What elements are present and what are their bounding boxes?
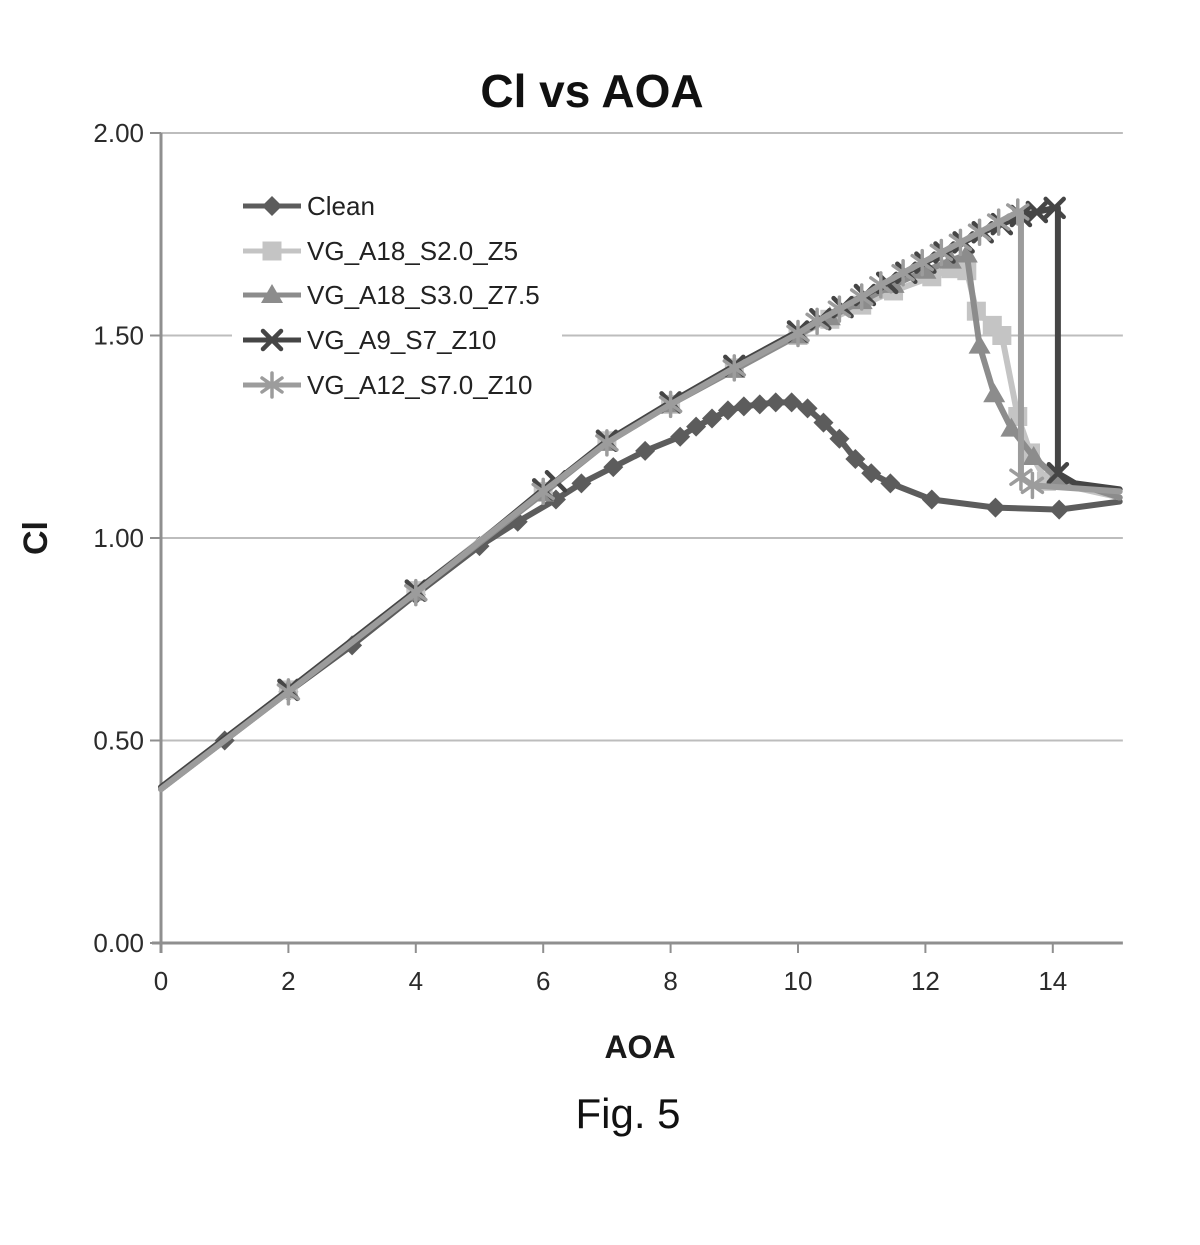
legend-item-VG_A12_S7.0_Z10: VG_A12_S7.0_Z10 bbox=[243, 370, 533, 400]
asterisk-marker bbox=[404, 578, 428, 607]
triangle-marker bbox=[914, 259, 937, 279]
asterisk-marker bbox=[260, 371, 284, 399]
diamond-marker bbox=[781, 392, 802, 413]
triangle-marker bbox=[983, 383, 1006, 403]
diamond-marker bbox=[765, 392, 786, 413]
y-tick-label: 1.00 bbox=[93, 523, 144, 553]
x-tick-label: 8 bbox=[663, 966, 677, 996]
diamond-marker bbox=[717, 400, 738, 421]
triangle-marker bbox=[261, 284, 283, 303]
asterisk-marker bbox=[722, 354, 747, 382]
asterisk-marker bbox=[276, 678, 301, 706]
asterisk-marker bbox=[986, 208, 1011, 236]
triangle-marker bbox=[1000, 417, 1023, 437]
series-Clean bbox=[158, 392, 1123, 793]
diamond-marker bbox=[635, 440, 656, 461]
x-marker bbox=[260, 328, 284, 352]
diamond-marker bbox=[571, 473, 592, 494]
x-tick-label: 12 bbox=[911, 966, 940, 996]
diamond-marker bbox=[880, 473, 901, 494]
asterisk-marker bbox=[805, 307, 829, 336]
chart-title: Cl vs AOA bbox=[480, 65, 703, 117]
legend-item-Clean: Clean bbox=[243, 191, 375, 221]
legend-label: VG_A18_S3.0_Z7.5 bbox=[307, 280, 540, 310]
legend-item-VG_A18_S2.0_Z5: VG_A18_S2.0_Z5 bbox=[243, 236, 518, 266]
triangle-marker bbox=[955, 243, 978, 263]
series-line bbox=[158, 399, 1123, 793]
x-tick-label: 10 bbox=[784, 966, 813, 996]
asterisk-marker bbox=[531, 477, 555, 506]
diamond-marker bbox=[733, 396, 754, 417]
tick-labels: 0.00 0.50 1.00 1.50 2.00 0 2 4 6 8 10 12 14 bbox=[93, 118, 1067, 996]
legend-item-VG_A9_S7_Z10: VG_A9_S7_Z10 bbox=[243, 325, 496, 355]
asterisk-marker bbox=[786, 319, 810, 348]
y-tick-label: 0.00 bbox=[93, 928, 144, 958]
y-tick-label: 1.50 bbox=[93, 321, 144, 351]
asterisk-marker bbox=[910, 248, 934, 277]
diamond-marker bbox=[749, 394, 770, 415]
diamond-marker bbox=[921, 489, 942, 510]
asterisk-marker bbox=[869, 271, 893, 299]
series-VG_A12_S7.0_Z10 bbox=[158, 198, 1123, 793]
y-tick-label: 2.00 bbox=[93, 118, 144, 148]
y-tick-label: 0.50 bbox=[93, 726, 144, 756]
x-tick-label: 0 bbox=[154, 966, 168, 996]
asterisk-marker bbox=[849, 283, 874, 311]
diamond-marker bbox=[686, 416, 707, 437]
diamond-marker bbox=[1049, 499, 1070, 520]
x-tick-label: 2 bbox=[281, 966, 295, 996]
diamond-marker bbox=[603, 457, 624, 478]
asterisk-marker bbox=[967, 218, 992, 246]
y-axis-title: Cl bbox=[17, 521, 55, 555]
x-tick-label: 6 bbox=[536, 966, 550, 996]
legend-label: Clean bbox=[307, 191, 375, 221]
legend-item-VG_A18_S3.0_Z7.5: VG_A18_S3.0_Z7.5 bbox=[243, 280, 540, 310]
diamond-marker bbox=[262, 196, 282, 216]
asterisk-marker bbox=[891, 258, 915, 287]
asterisk-marker bbox=[929, 238, 954, 267]
asterisk-marker bbox=[1006, 198, 1030, 226]
diamond-marker bbox=[861, 463, 882, 484]
diamond-marker bbox=[797, 398, 818, 419]
legend: Clean VG_A18_S2.0_Z5 VG_A18_S3.0_Z7.5 VG_A9… bbox=[232, 183, 562, 409]
x-tick-label: 4 bbox=[409, 966, 423, 996]
x-marker bbox=[1025, 200, 1049, 224]
diamond-marker bbox=[985, 497, 1006, 518]
legend-label: VG_A12_S7.0_Z10 bbox=[307, 370, 533, 400]
asterisk-marker bbox=[948, 228, 973, 257]
diamond-marker bbox=[813, 412, 834, 433]
legend-label: VG_A18_S2.0_Z5 bbox=[307, 236, 518, 266]
asterisk-marker bbox=[827, 295, 852, 323]
diamond-marker bbox=[845, 449, 866, 470]
triangle-marker bbox=[1022, 446, 1045, 465]
square-marker bbox=[992, 326, 1012, 345]
figure-caption: Fig. 5 bbox=[575, 1090, 680, 1137]
triangle-marker bbox=[968, 334, 991, 354]
asterisk-marker bbox=[658, 390, 683, 419]
square-marker bbox=[262, 241, 282, 261]
asterisk-marker bbox=[1020, 471, 1045, 500]
x-axis-title: AOA bbox=[604, 1029, 675, 1065]
asterisk-marker bbox=[595, 429, 619, 457]
x-marker bbox=[1046, 461, 1070, 485]
legend-label: VG_A9_S7_Z10 bbox=[307, 325, 496, 355]
diamond-marker bbox=[829, 428, 850, 449]
axes bbox=[150, 132, 1123, 953]
x-marker bbox=[1043, 196, 1066, 220]
diamond-marker bbox=[702, 408, 723, 429]
series-lines bbox=[158, 196, 1123, 793]
x-tick-label: 14 bbox=[1038, 966, 1067, 996]
diamond-marker bbox=[507, 511, 528, 532]
diamond-marker bbox=[670, 426, 691, 447]
